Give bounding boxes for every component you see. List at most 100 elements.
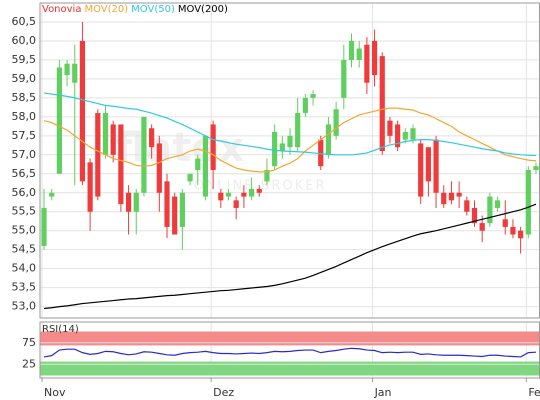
candle-body: [149, 128, 155, 148]
y-tick-label: 58,5: [12, 91, 37, 104]
candle-body: [525, 169, 531, 235]
candle-body: [125, 192, 132, 212]
candle-body: [272, 132, 278, 167]
candle-body: [502, 219, 508, 227]
candle-body: [402, 132, 408, 140]
candle-body: [494, 200, 501, 208]
legend-entry: MOV(50): [131, 4, 175, 15]
y-tick-label: 56,0: [12, 186, 37, 199]
y-tick-label: 57,5: [12, 129, 37, 142]
y-tick-label: 56,5: [12, 167, 37, 180]
candle-body: [87, 162, 93, 212]
candle-body: [110, 124, 116, 155]
candle-body: [341, 59, 347, 98]
y-tick-label: 25: [22, 357, 36, 370]
candle-body: [471, 207, 478, 224]
candle-body: [395, 124, 401, 148]
y-tick-label: 55,0: [12, 224, 37, 237]
y-tick-label: 57,0: [12, 148, 37, 161]
candle-body: [410, 128, 416, 140]
candle-body: [310, 94, 316, 98]
candle-body: [287, 135, 293, 148]
candle-body: [164, 181, 170, 227]
candle-body: [156, 143, 162, 193]
candle-body: [464, 200, 470, 212]
candle-body: [364, 44, 370, 83]
y-tick-label: 54,0: [12, 262, 37, 275]
candle-body: [233, 200, 239, 208]
candle-body: [102, 113, 109, 155]
candle-body: [187, 173, 193, 182]
candle-body: [241, 192, 247, 197]
candle-body: [225, 192, 232, 197]
candle-body: [325, 124, 332, 155]
candle-body: [456, 192, 462, 197]
line-series: [43, 92, 537, 157]
y-tick-label: 60,5: [12, 15, 37, 28]
candle-body: [133, 192, 139, 212]
candle-body: [49, 192, 55, 197]
candle-body: [318, 139, 324, 167]
line-series: [43, 347, 537, 358]
candle-body: [141, 116, 147, 193]
y-tick-label: 55,5: [12, 205, 37, 218]
legend: Vonovia MOV(20) MOV(50) MOV(200): [42, 4, 228, 15]
candle-body: [202, 135, 209, 197]
candle-body: [218, 192, 224, 201]
x-tick-label: Fe: [528, 386, 540, 399]
candle-body: [425, 147, 431, 182]
candle-body: [264, 169, 270, 182]
candle-body: [79, 40, 86, 182]
candle-body: [479, 223, 485, 231]
candle-body: [279, 143, 285, 152]
candle-body: [533, 166, 539, 170]
candle-body: [441, 192, 447, 205]
candle-body: [487, 196, 493, 224]
y-tick-label: 59,0: [12, 72, 37, 85]
line-series: [43, 203, 537, 310]
y-tick-label: 53,0: [12, 300, 37, 313]
x-tick-label: Nov: [44, 386, 66, 399]
candle-body: [64, 63, 70, 76]
candle-body: [433, 139, 439, 193]
candle-body: [256, 188, 262, 193]
candle-body: [41, 207, 47, 246]
y-tick-label: 53,5: [12, 281, 37, 294]
candle-body: [448, 192, 455, 201]
candle-body: [510, 226, 516, 235]
rsi-title: RSI(14): [42, 324, 79, 335]
candle-body: [418, 143, 424, 197]
x-tick-label: Jan: [374, 386, 392, 399]
watermark: flatex: [116, 125, 245, 171]
y-tick-label: 60,0: [12, 34, 37, 47]
y-tick-label: 58,0: [12, 110, 37, 123]
y-tick-label: 59,5: [12, 53, 37, 66]
candle-body: [210, 124, 216, 170]
candle-body: [248, 188, 255, 197]
candle-body: [179, 192, 185, 227]
candle-body: [172, 196, 178, 235]
candle-body: [348, 40, 355, 60]
candle-body: [295, 113, 301, 148]
y-tick-label: 75: [22, 336, 36, 349]
candle-body: [387, 120, 393, 136]
x-tick-label: Dez: [213, 386, 234, 399]
legend-entry: MOV(20): [84, 4, 128, 15]
candle-body: [195, 158, 201, 170]
line-series: [43, 107, 537, 173]
y-tick-label: 54,5: [12, 243, 37, 256]
candle-body: [302, 97, 308, 114]
candle-body: [356, 48, 362, 60]
legend-entry: Vonovia: [42, 4, 81, 15]
candle-body: [518, 230, 524, 239]
candle-body: [379, 56, 385, 152]
legend-entry: MOV(200): [178, 4, 228, 15]
candle-body: [95, 113, 101, 197]
candle-body: [72, 63, 78, 83]
candle-body: [371, 40, 378, 76]
candle-body: [56, 67, 62, 174]
candle-body: [333, 109, 339, 136]
candle-body: [118, 124, 124, 205]
